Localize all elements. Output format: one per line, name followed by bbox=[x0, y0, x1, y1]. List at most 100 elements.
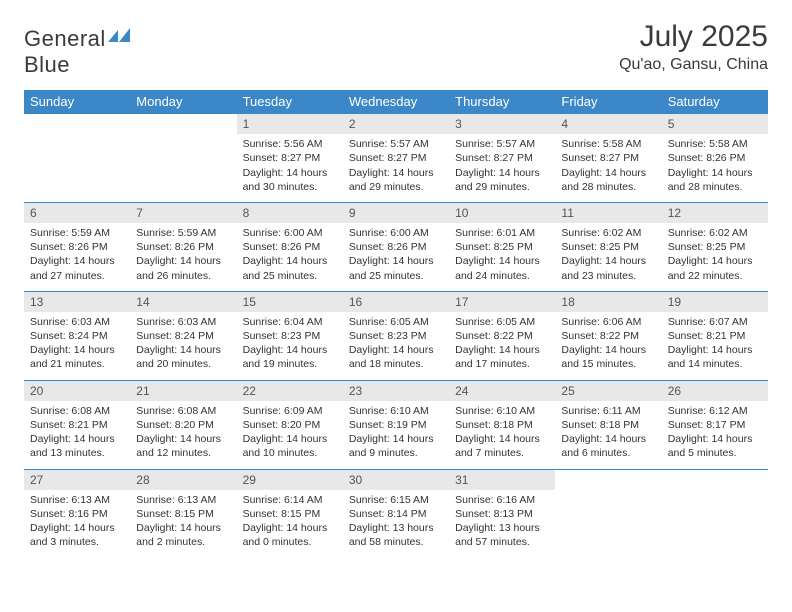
calendar-cell: . bbox=[555, 469, 661, 557]
day-body: Sunrise: 5:59 AMSunset: 8:26 PMDaylight:… bbox=[24, 223, 130, 291]
sunrise-line: Sunrise: 6:08 AM bbox=[136, 404, 230, 418]
day-number: 5 bbox=[662, 114, 768, 134]
daylight-line: Daylight: 14 hours and 21 minutes. bbox=[30, 343, 124, 371]
day-body: Sunrise: 5:57 AMSunset: 8:27 PMDaylight:… bbox=[449, 134, 555, 202]
daylight-line: Daylight: 14 hours and 28 minutes. bbox=[668, 166, 762, 194]
month-title: July 2025 bbox=[619, 20, 768, 54]
header: GeneralBlue July 2025 Qu'ao, Gansu, Chin… bbox=[24, 20, 768, 78]
logo-text-1: General bbox=[24, 26, 106, 51]
day-number: 4 bbox=[555, 114, 661, 134]
day-number: 7 bbox=[130, 203, 236, 223]
weekday-header: Friday bbox=[555, 90, 661, 114]
calendar-cell: 14Sunrise: 6:03 AMSunset: 8:24 PMDayligh… bbox=[130, 291, 236, 380]
calendar-cell: 8Sunrise: 6:00 AMSunset: 8:26 PMDaylight… bbox=[237, 202, 343, 291]
calendar-cell: 26Sunrise: 6:12 AMSunset: 8:17 PMDayligh… bbox=[662, 380, 768, 469]
day-number: 3 bbox=[449, 114, 555, 134]
daylight-line: Daylight: 14 hours and 23 minutes. bbox=[561, 254, 655, 282]
calendar-cell: 23Sunrise: 6:10 AMSunset: 8:19 PMDayligh… bbox=[343, 380, 449, 469]
day-body: Sunrise: 6:13 AMSunset: 8:15 PMDaylight:… bbox=[130, 490, 236, 558]
calendar-cell: 13Sunrise: 6:03 AMSunset: 8:24 PMDayligh… bbox=[24, 291, 130, 380]
day-number: 18 bbox=[555, 292, 661, 312]
sunrise-line: Sunrise: 5:59 AM bbox=[136, 226, 230, 240]
sunset-line: Sunset: 8:22 PM bbox=[455, 329, 549, 343]
daylight-line: Daylight: 13 hours and 58 minutes. bbox=[349, 521, 443, 549]
sunrise-line: Sunrise: 6:00 AM bbox=[349, 226, 443, 240]
daylight-line: Daylight: 14 hours and 7 minutes. bbox=[455, 432, 549, 460]
sunrise-line: Sunrise: 5:56 AM bbox=[243, 137, 337, 151]
weekday-header: Sunday bbox=[24, 90, 130, 114]
day-body: Sunrise: 6:02 AMSunset: 8:25 PMDaylight:… bbox=[555, 223, 661, 291]
sunrise-line: Sunrise: 6:10 AM bbox=[455, 404, 549, 418]
weekday-header: Tuesday bbox=[237, 90, 343, 114]
day-body: Sunrise: 6:06 AMSunset: 8:22 PMDaylight:… bbox=[555, 312, 661, 380]
sunrise-line: Sunrise: 6:04 AM bbox=[243, 315, 337, 329]
day-body: Sunrise: 6:00 AMSunset: 8:26 PMDaylight:… bbox=[237, 223, 343, 291]
day-body: Sunrise: 6:04 AMSunset: 8:23 PMDaylight:… bbox=[237, 312, 343, 380]
calendar-cell: 16Sunrise: 6:05 AMSunset: 8:23 PMDayligh… bbox=[343, 291, 449, 380]
sunset-line: Sunset: 8:25 PM bbox=[455, 240, 549, 254]
sunrise-line: Sunrise: 6:10 AM bbox=[349, 404, 443, 418]
sunset-line: Sunset: 8:18 PM bbox=[561, 418, 655, 432]
sunset-line: Sunset: 8:24 PM bbox=[136, 329, 230, 343]
daylight-line: Daylight: 14 hours and 24 minutes. bbox=[455, 254, 549, 282]
flag-icon bbox=[108, 26, 132, 42]
calendar-cell: 2Sunrise: 5:57 AMSunset: 8:27 PMDaylight… bbox=[343, 114, 449, 203]
sunrise-line: Sunrise: 6:11 AM bbox=[561, 404, 655, 418]
day-number: 31 bbox=[449, 470, 555, 490]
day-number: 12 bbox=[662, 203, 768, 223]
daylight-line: Daylight: 14 hours and 19 minutes. bbox=[243, 343, 337, 371]
daylight-line: Daylight: 14 hours and 9 minutes. bbox=[349, 432, 443, 460]
sunrise-line: Sunrise: 5:58 AM bbox=[668, 137, 762, 151]
daylight-line: Daylight: 14 hours and 26 minutes. bbox=[136, 254, 230, 282]
sunrise-line: Sunrise: 6:00 AM bbox=[243, 226, 337, 240]
sunset-line: Sunset: 8:16 PM bbox=[30, 507, 124, 521]
sunrise-line: Sunrise: 6:13 AM bbox=[30, 493, 124, 507]
sunset-line: Sunset: 8:21 PM bbox=[668, 329, 762, 343]
sunset-line: Sunset: 8:17 PM bbox=[668, 418, 762, 432]
day-number: 30 bbox=[343, 470, 449, 490]
calendar-cell: 7Sunrise: 5:59 AMSunset: 8:26 PMDaylight… bbox=[130, 202, 236, 291]
calendar-week: 6Sunrise: 5:59 AMSunset: 8:26 PMDaylight… bbox=[24, 202, 768, 291]
title-block: July 2025 Qu'ao, Gansu, China bbox=[619, 20, 768, 74]
day-number: 8 bbox=[237, 203, 343, 223]
calendar-cell: . bbox=[24, 114, 130, 203]
calendar-head: SundayMondayTuesdayWednesdayThursdayFrid… bbox=[24, 90, 768, 114]
sunset-line: Sunset: 8:23 PM bbox=[349, 329, 443, 343]
daylight-line: Daylight: 14 hours and 2 minutes. bbox=[136, 521, 230, 549]
day-number: 19 bbox=[662, 292, 768, 312]
day-body: Sunrise: 6:13 AMSunset: 8:16 PMDaylight:… bbox=[24, 490, 130, 558]
calendar-cell: . bbox=[130, 114, 236, 203]
daylight-line: Daylight: 14 hours and 25 minutes. bbox=[349, 254, 443, 282]
day-body: Sunrise: 5:56 AMSunset: 8:27 PMDaylight:… bbox=[237, 134, 343, 202]
day-body: Sunrise: 6:12 AMSunset: 8:17 PMDaylight:… bbox=[662, 401, 768, 469]
calendar-cell: 10Sunrise: 6:01 AMSunset: 8:25 PMDayligh… bbox=[449, 202, 555, 291]
day-body: Sunrise: 5:58 AMSunset: 8:27 PMDaylight:… bbox=[555, 134, 661, 202]
day-body: Sunrise: 6:14 AMSunset: 8:15 PMDaylight:… bbox=[237, 490, 343, 558]
day-body: Sunrise: 6:09 AMSunset: 8:20 PMDaylight:… bbox=[237, 401, 343, 469]
calendar-cell: . bbox=[662, 469, 768, 557]
location: Qu'ao, Gansu, China bbox=[619, 56, 768, 74]
calendar-cell: 18Sunrise: 6:06 AMSunset: 8:22 PMDayligh… bbox=[555, 291, 661, 380]
daylight-line: Daylight: 14 hours and 13 minutes. bbox=[30, 432, 124, 460]
sunrise-line: Sunrise: 5:57 AM bbox=[455, 137, 549, 151]
logo-text: GeneralBlue bbox=[24, 26, 132, 78]
calendar-page: GeneralBlue July 2025 Qu'ao, Gansu, Chin… bbox=[0, 0, 792, 577]
sunset-line: Sunset: 8:21 PM bbox=[30, 418, 124, 432]
daylight-line: Daylight: 14 hours and 17 minutes. bbox=[455, 343, 549, 371]
sunrise-line: Sunrise: 6:02 AM bbox=[668, 226, 762, 240]
day-number: 24 bbox=[449, 381, 555, 401]
calendar-cell: 29Sunrise: 6:14 AMSunset: 8:15 PMDayligh… bbox=[237, 469, 343, 557]
day-number: 14 bbox=[130, 292, 236, 312]
sunset-line: Sunset: 8:27 PM bbox=[349, 151, 443, 165]
sunset-line: Sunset: 8:20 PM bbox=[136, 418, 230, 432]
calendar-cell: 30Sunrise: 6:15 AMSunset: 8:14 PMDayligh… bbox=[343, 469, 449, 557]
sunset-line: Sunset: 8:27 PM bbox=[243, 151, 337, 165]
calendar-cell: 17Sunrise: 6:05 AMSunset: 8:22 PMDayligh… bbox=[449, 291, 555, 380]
daylight-line: Daylight: 14 hours and 14 minutes. bbox=[668, 343, 762, 371]
day-body: Sunrise: 6:08 AMSunset: 8:20 PMDaylight:… bbox=[130, 401, 236, 469]
daylight-line: Daylight: 14 hours and 29 minutes. bbox=[455, 166, 549, 194]
calendar-cell: 6Sunrise: 5:59 AMSunset: 8:26 PMDaylight… bbox=[24, 202, 130, 291]
sunrise-line: Sunrise: 6:05 AM bbox=[349, 315, 443, 329]
day-number: 20 bbox=[24, 381, 130, 401]
sunrise-line: Sunrise: 6:08 AM bbox=[30, 404, 124, 418]
